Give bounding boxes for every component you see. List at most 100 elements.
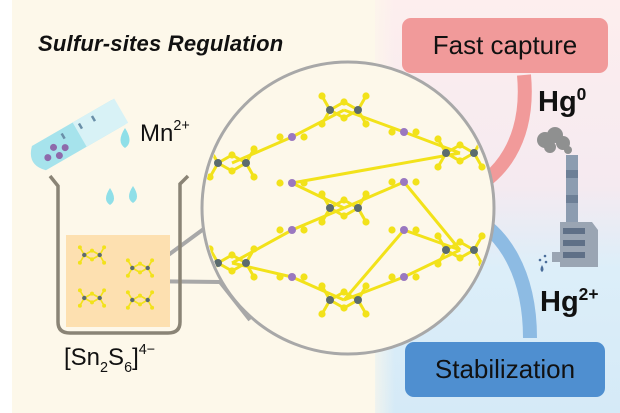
hg0-label: Hg0 [538,84,587,118]
tin-atom [214,159,222,167]
tin-atom [145,297,150,303]
sulfur-atom [388,273,396,281]
sn2s6-clusters [77,245,155,310]
sulfur-atom [138,302,142,307]
tin-atom [97,295,102,301]
sulfur-atom [125,290,130,295]
sulfur-atom [412,128,420,136]
sulfur-atom [318,218,326,226]
tin-atom [354,296,362,304]
manganese-atom [400,226,408,234]
sulfur-atom [434,260,442,268]
sulfur-atom [90,300,94,305]
tin-atom [354,106,362,114]
sulfur-atom [77,303,82,308]
sulfur-atom [300,226,308,234]
sulfur-atom [340,114,348,122]
sulfur-atom [388,178,396,186]
sulfur-atom [300,273,308,281]
sulfur-atom [340,288,348,296]
mn-label: Mn2+ [140,118,190,147]
sulfur-atom [478,163,486,171]
sulfur-atom [318,92,326,100]
manganese-atom [288,133,296,141]
sulfur-atom [276,179,284,187]
crystal-structure-view [200,60,496,356]
sulfur-atom [102,260,107,265]
sulfur-atom [138,261,142,266]
sulfur-atom [362,218,370,226]
test-tube-icon [30,98,129,171]
sulfur-atom [412,273,420,281]
crystal-structure [206,92,486,318]
manganese-atom [288,179,296,187]
tin-atom [130,297,135,303]
sulfur-atom [125,258,130,263]
sulfur-atom [362,190,370,198]
sulfur-atom [276,226,284,234]
tin-atom [354,204,362,212]
sulfur-atom [434,135,442,143]
tin-atom [82,295,87,301]
sulfur-atom [434,232,442,240]
sulfur-atom [340,212,348,220]
tin-atom [470,149,478,157]
manganese-atom [288,273,296,281]
sulfur-atom [388,128,396,136]
manganese-atom [400,273,408,281]
sulfur-atom [228,151,236,159]
sulfur-atom [362,310,370,318]
factory-icon [537,127,598,272]
tin-atom [214,259,222,267]
sulfur-atom [456,238,464,246]
sulfur-atom [150,273,155,278]
tin-atom [442,246,450,254]
sulfur-atom [340,98,348,106]
tin-atom [130,265,135,271]
sulfur-atom [300,179,308,187]
sulfur-atom [362,92,370,100]
beaker-icon [48,128,190,335]
sulfur-atom [138,270,142,275]
stabilization-label: Stabilization [405,342,605,397]
sulfur-atom [362,282,370,290]
sulfur-atom [412,226,420,234]
sulfur-atom [150,290,155,295]
fast-capture-text: Fast capture [432,30,578,60]
stabilization-text: Stabilization [434,354,576,384]
sulfur-atom [276,273,284,281]
sulfur-atom [125,273,130,278]
sulfur-atom [102,245,107,250]
sulfur-atom [102,288,107,293]
sulfur-atom [318,310,326,318]
sulfur-atom [228,167,236,175]
sulfur-atom [318,190,326,198]
sulfur-atom [250,245,258,253]
solution [66,235,170,327]
sulfur-atom [228,267,236,275]
sulfur-atom [228,251,236,259]
tin-atom [242,159,250,167]
sulfur-atom [456,254,464,262]
sulfur-atom [318,120,326,128]
sulfur-atom [340,304,348,312]
tin-atom [82,252,87,258]
sulfur-atom [125,305,130,310]
title: Sulfur-sites Regulation [38,31,284,56]
tin-atom [326,296,334,304]
sulfur-atom [77,288,82,293]
smoke-icon [537,127,572,154]
sulfur-atom [90,248,94,253]
sulfur-atom [250,173,258,181]
water-drops [106,128,137,205]
fast-capture-label: Fast capture [402,18,608,73]
manganese-atom [400,128,408,136]
tin-atom [326,204,334,212]
hg2-label: Hg2+ [540,284,599,318]
sulfur-atom [434,163,442,171]
sulfur-atom [300,133,308,141]
tin-atom [97,252,102,258]
manganese-atom [400,178,408,186]
sulfur-atom [362,120,370,128]
